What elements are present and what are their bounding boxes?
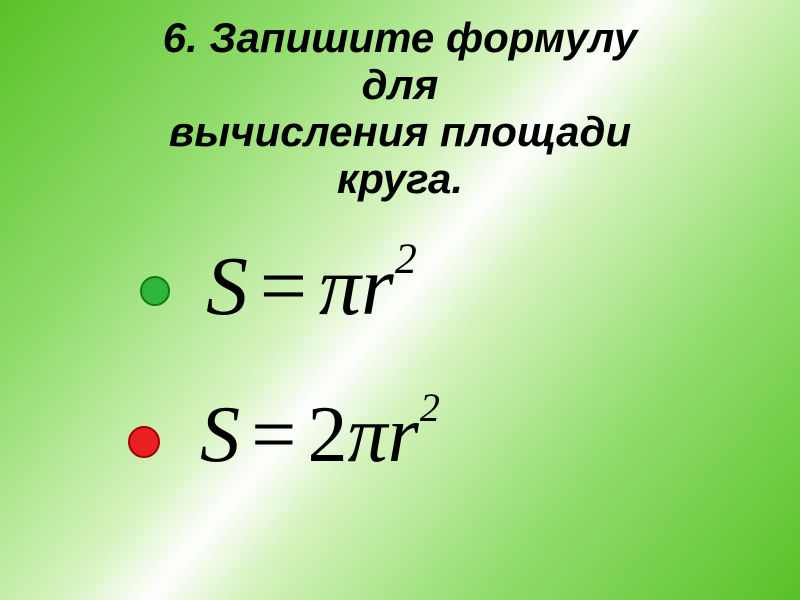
slide: 6. Запишите формулу для вычисления площа… [0, 0, 800, 600]
title-line-2: для [362, 61, 439, 108]
formula-exponent: 2 [420, 384, 440, 431]
formula-var-s: S [206, 238, 248, 335]
title-line-3: вычисления площади [169, 108, 631, 155]
bullet-circle-icon [140, 276, 170, 306]
answer-option-2[interactable]: S = 2 π r 2 [128, 390, 440, 481]
formula-pi: π [319, 238, 361, 335]
question-title: 6. Запишите формулу для вычисления площа… [0, 14, 800, 202]
answer-option-1[interactable]: S = π r 2 [140, 238, 417, 335]
formula-pi: π [348, 390, 388, 481]
title-line-1: 6. Запишите формулу [163, 14, 637, 61]
formula-var-s: S [200, 390, 240, 481]
formula-exponent: 2 [395, 234, 417, 284]
formula-var-r: r [388, 390, 419, 481]
title-line-4: круга. [337, 155, 463, 202]
formula-coeff-2: 2 [308, 390, 348, 481]
bullet-circle-icon [128, 426, 160, 458]
formula-equals: = [248, 238, 319, 335]
formula-equals: = [240, 390, 308, 481]
formula-var-r: r [361, 238, 394, 335]
formula-1: S = π r 2 [206, 238, 417, 335]
formula-2: S = 2 π r 2 [200, 390, 440, 481]
